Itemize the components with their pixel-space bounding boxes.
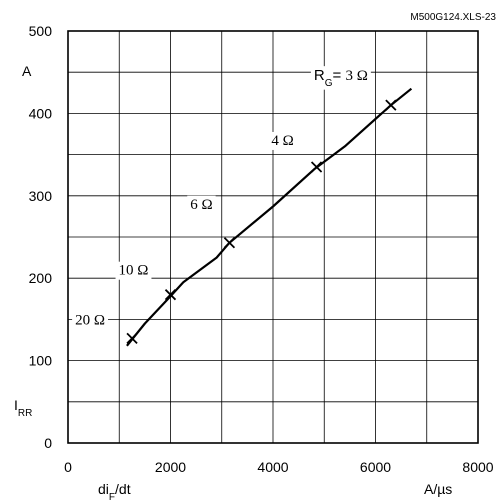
reference-code: M500G124.XLS-23 (410, 12, 496, 23)
y-tick-label: 300 (29, 188, 53, 204)
plot-frame (67, 30, 479, 444)
y-axis-symbol: IRR (14, 397, 32, 419)
x-tick-label: 6000 (360, 459, 391, 475)
marker-label-background (115, 261, 152, 280)
y-tick-label: 0 (44, 435, 52, 451)
marker-label: 20 Ω (75, 312, 105, 328)
x-axis-unit: A/µs (424, 481, 452, 497)
x-tick-label: 4000 (257, 459, 288, 475)
x-tick-label: 8000 (462, 459, 493, 475)
marker-label: 10 Ω (119, 263, 149, 279)
x-tick-label: 0 (64, 459, 72, 475)
y-tick-label: 200 (29, 270, 53, 286)
y-tick-label: 400 (29, 105, 53, 121)
y-tick-label: 500 (29, 23, 53, 39)
series-line (126, 87, 413, 347)
x-axis-symbol: diF/dt (98, 481, 131, 502)
marker-label-background (268, 131, 297, 150)
marker-label-background (187, 195, 216, 214)
marker-label: RG= 3 Ω (314, 67, 368, 89)
marker-cross (164, 289, 177, 301)
marker-cross (126, 332, 138, 344)
marker-cross (385, 99, 397, 111)
marker-cross (310, 161, 323, 173)
y-axis-unit: A (22, 63, 32, 79)
marker-label: 6 Ω (190, 197, 212, 213)
marker-label-background (72, 311, 109, 330)
x-tick-label: 2000 (155, 459, 186, 475)
grid-lines (68, 31, 478, 443)
y-tick-label: 100 (29, 353, 53, 369)
marker-cross (223, 237, 236, 249)
marker-label-background (310, 66, 371, 90)
marker-label: 4 Ω (271, 133, 293, 149)
tick-labels: 0 2000 4000 6000 8000 0 100 200 300 400 500 (29, 23, 494, 475)
series-markers: 20 Ω 10 Ω 6 Ω 4 Ω RG= 3 Ω (72, 66, 397, 344)
